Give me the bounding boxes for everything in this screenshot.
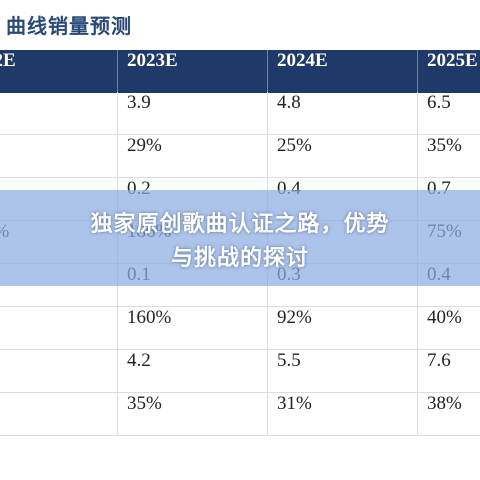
table-cell: %	[0, 135, 118, 178]
table-cell: 160%	[118, 307, 268, 350]
table-cell: 5.5	[268, 350, 418, 393]
table-cell: %	[0, 393, 118, 436]
table-cell: 31%	[268, 393, 418, 436]
table-cell: 7.6	[418, 350, 480, 393]
banner: 独家原创歌曲认证之路，优势 与挑战的探讨	[0, 190, 480, 286]
table-row: 4.2 5.5 7.6	[0, 350, 480, 393]
table-cell	[0, 350, 118, 393]
table-row: %29%25%35%	[0, 135, 480, 178]
table-cell: 6.5	[418, 92, 480, 135]
table-cell: 4.2	[118, 350, 268, 393]
table-row: %35%31%38%	[0, 393, 480, 436]
header-cell: 22E	[0, 50, 118, 93]
table-cell: 3.9	[118, 92, 268, 135]
table-cell: 35%	[418, 135, 480, 178]
title: 曲线销量预测	[6, 14, 132, 38]
table-row: 3.9 4.8 6.5	[0, 92, 480, 135]
table-row: 160% 92% 40%	[0, 307, 480, 350]
header-cell: 2024E	[268, 50, 418, 93]
banner-text: 与挑战的探讨	[170, 246, 309, 271]
table-cell	[0, 92, 118, 135]
table-cell: 4.8	[268, 92, 418, 135]
header-cell: 2025E	[418, 50, 480, 93]
table-cell: 40%	[418, 307, 480, 350]
table-cell: 25%	[268, 135, 418, 178]
table-cell	[0, 307, 118, 350]
table-cell: 38%	[418, 393, 480, 436]
banner-text: 独家原创歌曲认证之路，优势	[90, 212, 390, 237]
header-row: 22E2023E2024E2025E	[0, 50, 480, 93]
header-cell: 2023E	[118, 50, 268, 93]
table-cell: 29%	[118, 135, 268, 178]
table-cell: 92%	[268, 307, 418, 350]
table-cell: 35%	[118, 393, 268, 436]
